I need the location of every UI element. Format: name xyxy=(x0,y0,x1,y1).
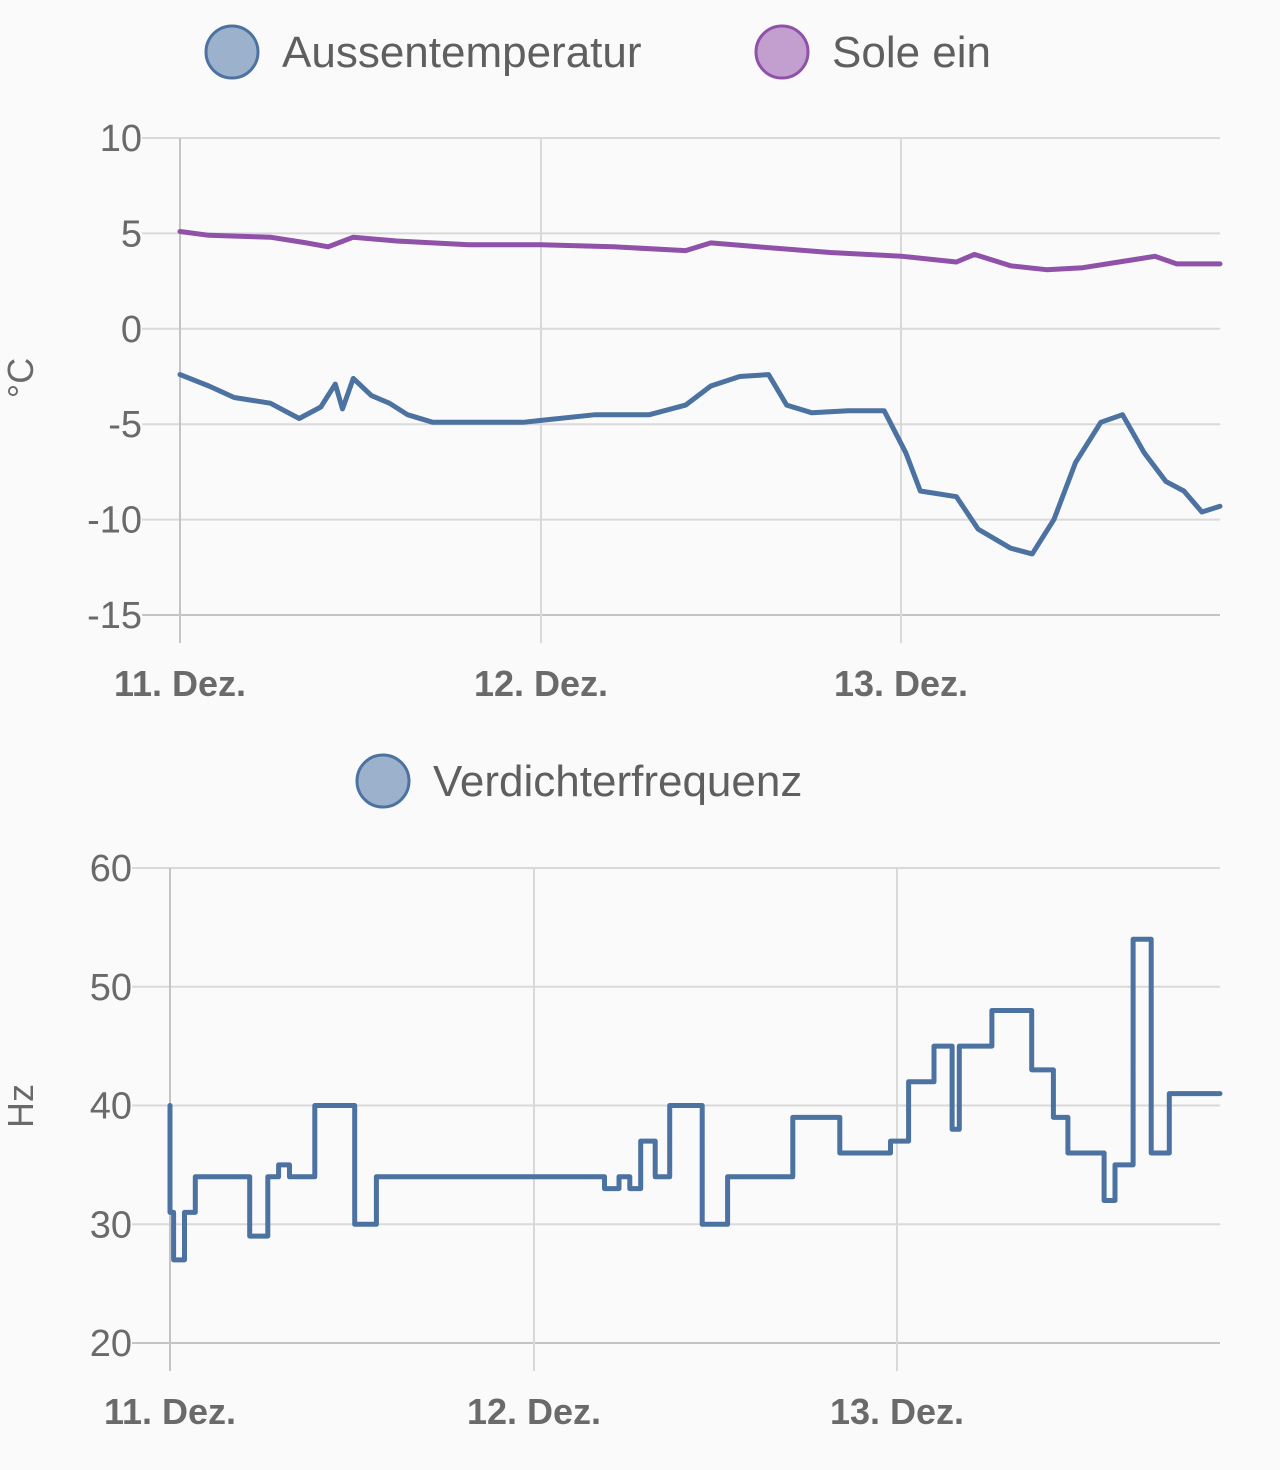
y-tick-label: 0 xyxy=(121,309,142,351)
y-tick-label: -5 xyxy=(108,404,142,446)
y-axis-label: Hz xyxy=(0,1084,41,1128)
x-tick-label: 13. Dez. xyxy=(830,1391,964,1432)
x-tick-label: 12. Dez. xyxy=(474,663,608,704)
legend-label-2[interactable]: Sole ein xyxy=(832,28,991,77)
chart-1: Aussentemperatur Sole ein 10 5 0 -5 -10 -15 11. … xyxy=(0,24,1223,704)
series-line-aussentemperatur xyxy=(177,372,1223,557)
y-tick-label: 30 xyxy=(90,1204,132,1246)
legend-swatch-2[interactable] xyxy=(754,24,810,80)
series-line-sole-ein xyxy=(177,229,1223,273)
x-tick-label: 11. Dez. xyxy=(104,1391,236,1432)
legend-label-1[interactable]: Aussentemperatur xyxy=(282,28,642,77)
y-tick-label: 40 xyxy=(90,1086,132,1128)
x-tick-label: 12. Dez. xyxy=(467,1391,601,1432)
y-tick-label: -15 xyxy=(87,595,142,637)
legend-label-1[interactable]: Verdichterfrequenz xyxy=(433,757,802,806)
y-tick-label: 50 xyxy=(90,967,132,1009)
y-tick-label: 5 xyxy=(121,213,142,255)
legend-swatch-1[interactable] xyxy=(204,24,260,80)
y-axis-label: °C xyxy=(0,358,41,398)
y-tick-label: 10 xyxy=(100,118,142,160)
legend-swatch-1[interactable] xyxy=(355,753,411,809)
chart-2: Verdichterfrequenz 60 50 40 30 20 11. Dez. 12. … xyxy=(0,753,1223,1432)
y-tick-label: 60 xyxy=(90,848,132,890)
y-tick-label: 20 xyxy=(90,1323,132,1365)
x-tick-label: 11. Dez. xyxy=(114,663,246,704)
y-tick-label: -10 xyxy=(87,500,142,542)
series-line-verdichterfrequenz xyxy=(167,936,1223,1263)
x-tick-label: 13. Dez. xyxy=(834,663,968,704)
